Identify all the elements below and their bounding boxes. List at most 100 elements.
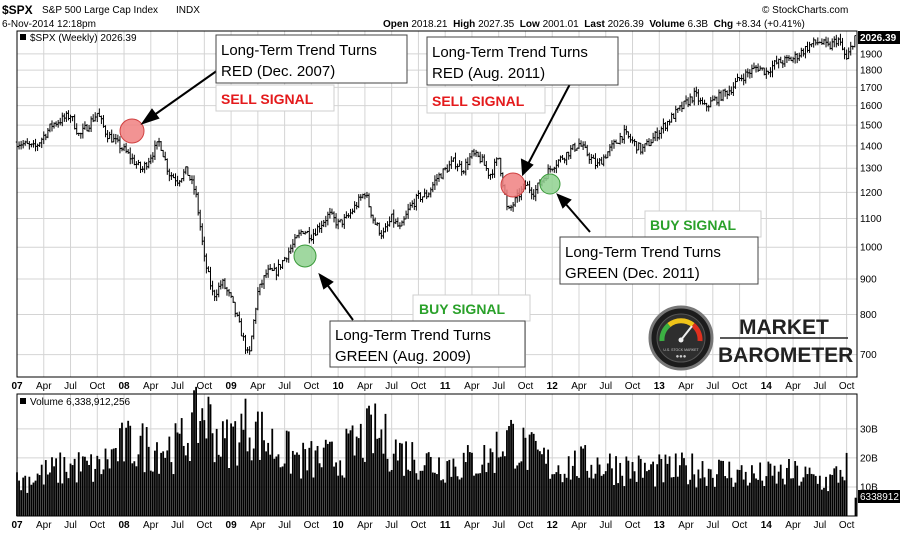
price-bar <box>299 229 303 236</box>
x-tick-label: Apr <box>36 381 52 392</box>
volume-bar <box>740 465 743 516</box>
price-bar <box>818 41 822 44</box>
volume-bar <box>670 477 673 516</box>
price-bar <box>742 73 745 86</box>
volume-bar <box>372 453 375 516</box>
volume-bar <box>792 478 794 516</box>
volume-bar <box>273 458 276 516</box>
volume-bar <box>462 452 465 516</box>
volume-bar <box>501 451 504 516</box>
volume-bar <box>316 445 319 516</box>
price-bar <box>166 158 169 175</box>
volume-bar <box>79 471 82 516</box>
price-bar <box>258 283 262 296</box>
annotation-sell-2007: Long-Term Trend Turns RED (Dec. 2007) SE… <box>215 34 408 112</box>
volume-bar <box>195 386 197 516</box>
volume-bar <box>376 438 379 516</box>
price-bar <box>623 124 626 144</box>
price-bar <box>279 264 282 270</box>
price-bar <box>719 90 723 102</box>
price-bar <box>170 172 173 180</box>
price-bar <box>406 203 410 219</box>
volume-bar <box>654 486 657 516</box>
volume-bar <box>446 461 449 516</box>
buy-signal-label: BUY SIGNAL <box>419 301 506 317</box>
volume-bar <box>189 461 191 516</box>
price-bar <box>174 173 177 187</box>
volume-panel-frame <box>16 393 858 517</box>
price-bar <box>499 157 502 177</box>
annotation-sub: RED (Aug. 2011) <box>432 65 545 82</box>
volume-bar <box>172 474 175 516</box>
last-label: Last <box>584 19 605 30</box>
price-bar <box>526 181 529 186</box>
volume-bar <box>131 463 134 516</box>
volume-bar <box>536 449 539 516</box>
volume-bar <box>652 461 655 516</box>
price-bar <box>413 198 416 211</box>
x-tick-label: 08 <box>118 520 130 531</box>
x-tick-label: Oct <box>518 381 534 392</box>
volume-bar <box>444 482 447 516</box>
open-value: 2018.21 <box>411 19 448 30</box>
price-bar <box>398 222 402 230</box>
volume-bar <box>534 440 537 516</box>
volume-bar <box>604 471 607 516</box>
price-bar <box>384 223 387 233</box>
price-bar <box>71 115 74 122</box>
price-bar <box>472 148 476 157</box>
volume-bar <box>304 449 307 516</box>
volume-bar <box>608 453 611 516</box>
price-bar <box>711 95 715 102</box>
volume-bar <box>349 430 352 516</box>
price-bar <box>851 45 854 50</box>
volume-bar <box>201 408 204 516</box>
volume-bar <box>565 477 568 516</box>
price-bar <box>135 161 138 169</box>
price-bar <box>188 174 192 181</box>
last-price-tag-text: 2026.39 <box>860 33 897 44</box>
volume-bar <box>553 474 556 516</box>
price-bar <box>853 35 857 48</box>
x-tick-label: Jul <box>385 520 398 531</box>
volume-bar <box>580 446 582 516</box>
volume-bar <box>660 458 663 516</box>
price-bar <box>423 188 426 198</box>
buy-circle-2009 <box>293 244 317 268</box>
volume-bar <box>221 421 224 516</box>
volume-bar <box>230 423 232 516</box>
volume-bar <box>518 462 521 516</box>
volume-bar <box>298 454 300 516</box>
price-bar <box>528 180 531 194</box>
x-tick-label: Jul <box>813 520 826 531</box>
x-tick-label: 14 <box>761 381 773 392</box>
volume-bar <box>116 461 119 516</box>
price-bar <box>567 151 570 160</box>
price-bar <box>100 115 103 125</box>
volume-bar <box>285 430 288 516</box>
volume-bar <box>613 484 615 516</box>
volume-bar <box>98 459 101 516</box>
price-bar <box>534 185 537 202</box>
volume-bar <box>720 460 722 516</box>
volume-bar <box>843 480 846 516</box>
price-bar <box>688 93 692 107</box>
price-bar <box>67 110 70 121</box>
volume-bar <box>547 449 550 516</box>
x-tick-label: Oct <box>304 520 320 531</box>
volume-bar <box>676 476 679 516</box>
volume-bar <box>394 439 397 516</box>
volume-bar <box>569 479 572 516</box>
x-tick-label: 07 <box>11 381 23 392</box>
price-bar <box>415 193 418 211</box>
price-bar <box>98 108 101 118</box>
x-tick-label: Jul <box>706 381 719 392</box>
volume-bar <box>407 469 410 516</box>
price-axis: 700 800 900 1000 1100 1200 1300 1400 1500 1600 170… <box>860 49 883 361</box>
price-bar <box>266 264 270 278</box>
volume-bar <box>600 475 603 516</box>
volume-bar <box>174 423 177 516</box>
volume-bar <box>775 483 778 516</box>
volume-bar <box>433 472 436 516</box>
volume-bar <box>761 480 764 516</box>
